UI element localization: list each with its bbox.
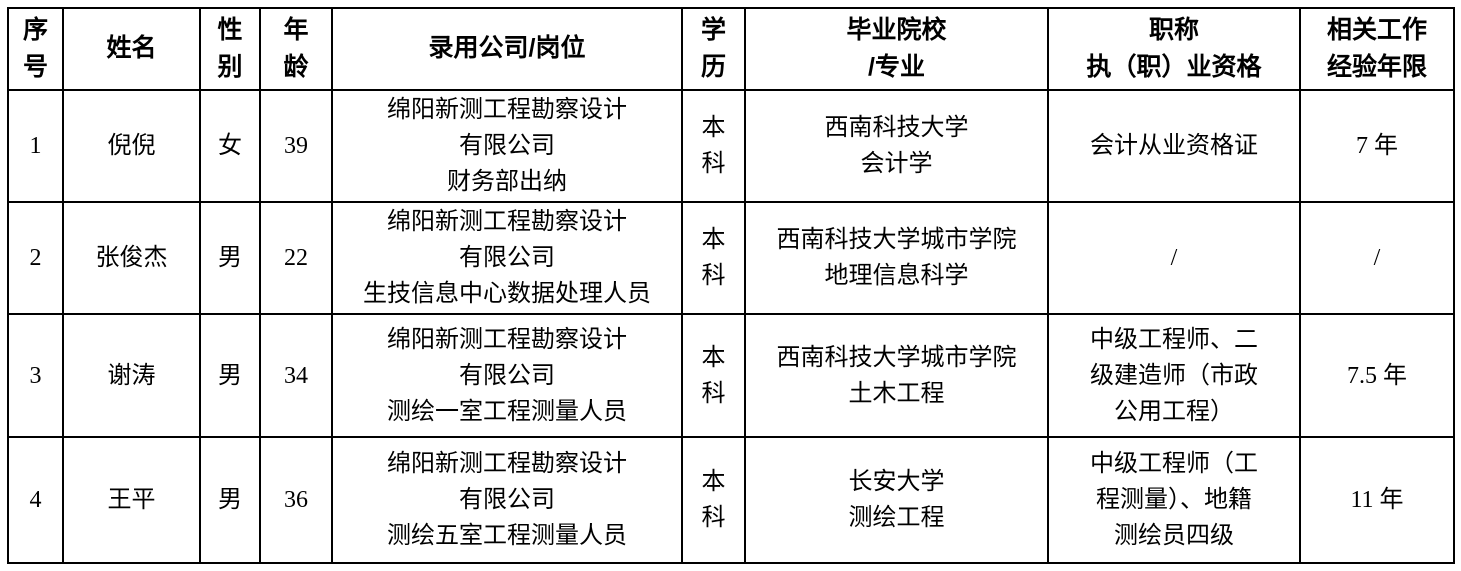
cell-years: /	[1299, 201, 1455, 315]
table-row: 1 倪倪 女 39 绵阳新测工程勘察设计 有限公司 财务部出纳 本 科 西南科技…	[7, 89, 1455, 203]
cell-name: 王平	[62, 436, 201, 564]
cell-school: 西南科技大学城市学院 地理信息科学	[744, 201, 1049, 315]
header-name: 姓名	[62, 7, 201, 91]
cell-no: 4	[7, 436, 64, 564]
cell-name: 张俊杰	[62, 201, 201, 315]
cell-gender: 女	[199, 89, 261, 203]
cell-qualification: /	[1047, 201, 1301, 315]
header-age: 年 龄	[259, 7, 333, 91]
cell-gender: 男	[199, 201, 261, 315]
cell-education: 本 科	[681, 436, 746, 564]
table-header: 序 号 姓名 性 别 年 龄 录用公司/岗位 学 历 毕业院校 /专业 职称 执…	[7, 7, 1455, 91]
cell-company: 绵阳新测工程勘察设计 有限公司 测绘五室工程测量人员	[331, 436, 683, 564]
cell-qualification: 中级工程师（工 程测量）、地籍 测绘员四级	[1047, 436, 1301, 564]
header-row: 序 号 姓名 性 别 年 龄 录用公司/岗位 学 历 毕业院校 /专业 职称 执…	[7, 7, 1455, 91]
cell-age: 34	[259, 313, 333, 438]
cell-age: 36	[259, 436, 333, 564]
cell-qualification: 会计从业资格证	[1047, 89, 1301, 203]
cell-years: 7 年	[1299, 89, 1455, 203]
header-education: 学 历	[681, 7, 746, 91]
header-company: 录用公司/岗位	[331, 7, 683, 91]
table-row: 4 王平 男 36 绵阳新测工程勘察设计 有限公司 测绘五室工程测量人员 本 科…	[7, 436, 1455, 564]
cell-no: 3	[7, 313, 64, 438]
table-row: 2 张俊杰 男 22 绵阳新测工程勘察设计 有限公司 生技信息中心数据处理人员 …	[7, 201, 1455, 315]
header-years: 相关工作 经验年限	[1299, 7, 1455, 91]
cell-education: 本 科	[681, 89, 746, 203]
header-gender: 性 别	[199, 7, 261, 91]
cell-education: 本 科	[681, 313, 746, 438]
cell-education: 本 科	[681, 201, 746, 315]
table-body: 1 倪倪 女 39 绵阳新测工程勘察设计 有限公司 财务部出纳 本 科 西南科技…	[7, 89, 1455, 564]
cell-name: 倪倪	[62, 89, 201, 203]
table-row: 3 谢涛 男 34 绵阳新测工程勘察设计 有限公司 测绘一室工程测量人员 本 科…	[7, 313, 1455, 438]
header-no: 序 号	[7, 7, 64, 91]
recruitment-table: 序 号 姓名 性 别 年 龄 录用公司/岗位 学 历 毕业院校 /专业 职称 执…	[7, 7, 1455, 564]
header-qualification: 职称 执（职）业资格	[1047, 7, 1301, 91]
cell-years: 7.5 年	[1299, 313, 1455, 438]
cell-no: 2	[7, 201, 64, 315]
cell-age: 22	[259, 201, 333, 315]
cell-company: 绵阳新测工程勘察设计 有限公司 测绘一室工程测量人员	[331, 313, 683, 438]
cell-qualification: 中级工程师、二 级建造师（市政 公用工程）	[1047, 313, 1301, 438]
cell-gender: 男	[199, 436, 261, 564]
cell-school: 西南科技大学城市学院 土木工程	[744, 313, 1049, 438]
cell-gender: 男	[199, 313, 261, 438]
cell-company: 绵阳新测工程勘察设计 有限公司 生技信息中心数据处理人员	[331, 201, 683, 315]
cell-name: 谢涛	[62, 313, 201, 438]
cell-no: 1	[7, 89, 64, 203]
cell-years: 11 年	[1299, 436, 1455, 564]
header-school: 毕业院校 /专业	[744, 7, 1049, 91]
cell-age: 39	[259, 89, 333, 203]
cell-company: 绵阳新测工程勘察设计 有限公司 财务部出纳	[331, 89, 683, 203]
cell-school: 西南科技大学 会计学	[744, 89, 1049, 203]
cell-school: 长安大学 测绘工程	[744, 436, 1049, 564]
